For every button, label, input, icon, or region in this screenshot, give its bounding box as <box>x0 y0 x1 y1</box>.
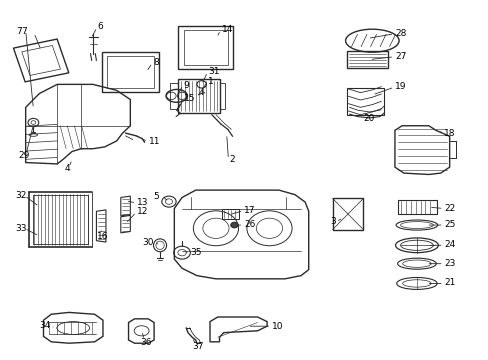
Text: 18: 18 <box>444 129 455 138</box>
Text: 22: 22 <box>444 203 455 212</box>
Circle shape <box>230 222 238 228</box>
Text: 1: 1 <box>208 77 214 86</box>
Text: 29: 29 <box>19 151 30 160</box>
Text: 17: 17 <box>244 206 255 215</box>
Text: 13: 13 <box>137 198 148 207</box>
Bar <box>397 200 436 215</box>
Text: 33: 33 <box>16 224 27 233</box>
Text: 20: 20 <box>363 114 374 123</box>
Text: 27: 27 <box>394 52 406 61</box>
Text: 14: 14 <box>222 25 233 34</box>
Bar <box>346 51 387 68</box>
Text: 15: 15 <box>184 94 196 103</box>
Text: 12: 12 <box>137 207 148 216</box>
Text: 23: 23 <box>444 259 455 268</box>
Text: 11: 11 <box>148 137 160 146</box>
Bar <box>33 195 88 244</box>
Text: 3: 3 <box>330 217 336 226</box>
Text: 35: 35 <box>190 248 202 257</box>
Text: 4: 4 <box>65 164 70 173</box>
Text: 5: 5 <box>153 192 159 201</box>
Text: 10: 10 <box>271 322 283 331</box>
Text: 28: 28 <box>394 29 406 38</box>
Text: 9: 9 <box>183 81 189 90</box>
Bar <box>346 88 383 115</box>
Text: 19: 19 <box>394 82 406 91</box>
Text: 25: 25 <box>444 220 455 229</box>
Text: 24: 24 <box>444 240 455 249</box>
Text: 6: 6 <box>98 22 103 31</box>
Text: 32: 32 <box>16 191 27 200</box>
Bar <box>222 209 239 219</box>
Bar <box>178 79 219 113</box>
Text: 26: 26 <box>244 220 255 229</box>
Text: 2: 2 <box>228 155 234 164</box>
Text: 16: 16 <box>97 231 108 240</box>
Text: 8: 8 <box>153 58 158 67</box>
Text: 7: 7 <box>17 27 26 36</box>
Text: 34: 34 <box>39 321 51 330</box>
Text: 36: 36 <box>140 338 152 347</box>
Text: 31: 31 <box>208 67 219 76</box>
Text: 30: 30 <box>142 238 153 247</box>
Text: 37: 37 <box>192 342 204 351</box>
Bar <box>332 198 363 230</box>
Text: 7: 7 <box>21 27 27 36</box>
Text: 21: 21 <box>444 279 455 288</box>
